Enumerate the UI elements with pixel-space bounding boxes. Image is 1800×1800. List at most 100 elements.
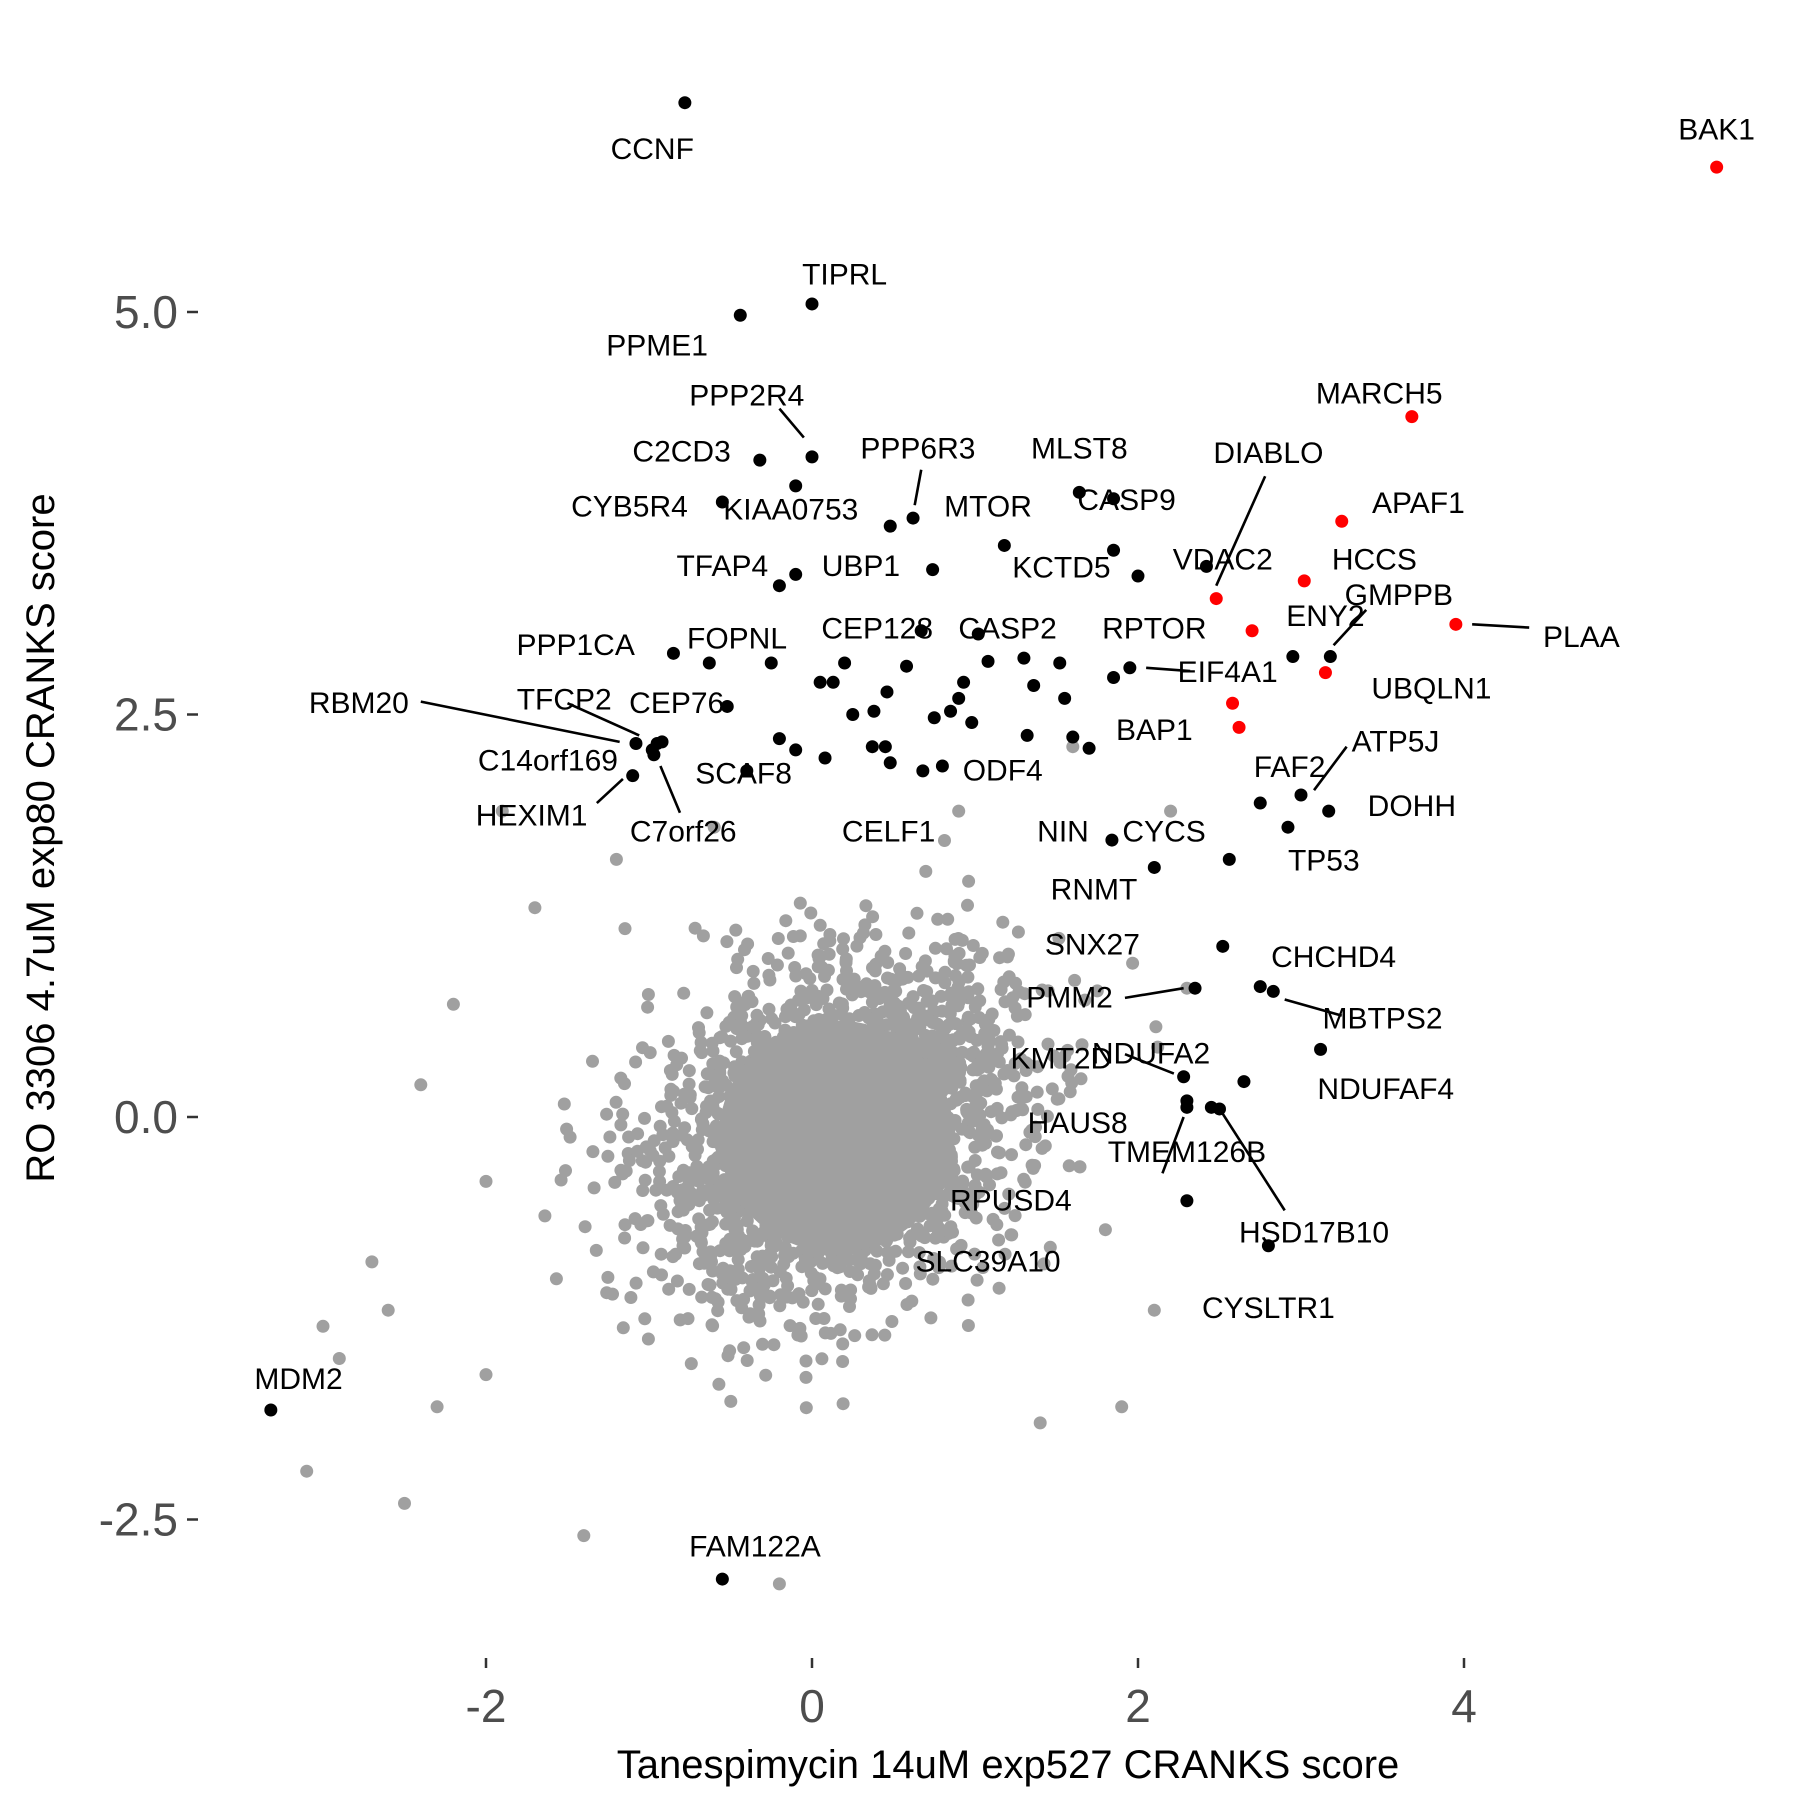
background-point bbox=[950, 1093, 964, 1107]
background-point bbox=[983, 1178, 996, 1192]
hit-point bbox=[813, 675, 827, 689]
hit-point bbox=[883, 756, 897, 770]
background-point bbox=[1043, 1240, 1057, 1254]
background-point bbox=[863, 1257, 877, 1271]
background-point bbox=[950, 1242, 964, 1256]
background-point bbox=[815, 1352, 829, 1366]
background-point bbox=[557, 1097, 571, 1111]
background-point bbox=[636, 1241, 650, 1255]
background-point bbox=[706, 1044, 720, 1058]
background-point bbox=[495, 804, 509, 818]
background-point bbox=[608, 1175, 622, 1189]
background-point bbox=[600, 1107, 614, 1121]
point-atp5j bbox=[1294, 788, 1308, 802]
background-point bbox=[848, 1329, 862, 1343]
hit-point bbox=[764, 656, 778, 670]
background-point bbox=[1011, 1090, 1025, 1104]
leader-atp5j bbox=[1313, 745, 1348, 791]
background-point bbox=[837, 932, 850, 946]
background-point bbox=[622, 1130, 636, 1144]
label-c2cd3: C2CD3 bbox=[632, 436, 730, 469]
background-point bbox=[850, 939, 864, 953]
background-point bbox=[919, 1033, 933, 1047]
point-tp53 bbox=[1281, 820, 1295, 834]
background-point bbox=[918, 1009, 932, 1023]
background-point bbox=[692, 1021, 705, 1035]
background-point bbox=[616, 1321, 630, 1335]
background-point bbox=[948, 969, 962, 983]
background-point bbox=[913, 1267, 927, 1281]
background-point bbox=[1029, 1120, 1042, 1134]
point-apaf1 bbox=[1335, 514, 1349, 528]
leader-rpusd4 bbox=[1161, 1116, 1185, 1174]
background-point bbox=[654, 1247, 668, 1261]
background-point bbox=[666, 1250, 680, 1264]
point-kmt2d bbox=[1177, 1070, 1191, 1084]
background-point bbox=[710, 1189, 724, 1203]
background-point bbox=[1030, 1085, 1044, 1099]
background-point bbox=[772, 1577, 786, 1591]
leader-ppp2r4 bbox=[778, 407, 805, 439]
background-point bbox=[878, 944, 892, 958]
background-point bbox=[1149, 1020, 1163, 1034]
background-point bbox=[706, 1135, 720, 1149]
background-point bbox=[984, 1072, 998, 1086]
point-casp2 bbox=[971, 627, 985, 641]
background-point bbox=[996, 915, 1010, 929]
label-pmm2: PMM2 bbox=[1026, 981, 1113, 1014]
background-point bbox=[629, 1055, 643, 1069]
background-point bbox=[961, 1319, 975, 1332]
background-point bbox=[961, 1293, 975, 1307]
background-point bbox=[744, 1260, 758, 1273]
background-point bbox=[430, 1400, 444, 1414]
point-c2cd3 bbox=[753, 453, 767, 467]
background-point bbox=[827, 1008, 841, 1022]
background-point bbox=[970, 1168, 984, 1182]
background-point bbox=[672, 1170, 686, 1183]
background-point bbox=[836, 1355, 850, 1368]
background-point bbox=[869, 928, 883, 941]
background-point bbox=[793, 896, 807, 910]
background-point bbox=[918, 954, 932, 968]
label-cycs: CYCS bbox=[1122, 816, 1205, 849]
point-fam122a bbox=[715, 1572, 729, 1586]
background-point bbox=[911, 1222, 924, 1236]
background-point bbox=[715, 1030, 729, 1044]
background-point bbox=[700, 1006, 714, 1020]
background-point bbox=[899, 1277, 913, 1290]
point-rpusd4 bbox=[1180, 1100, 1194, 1114]
background-point bbox=[953, 1032, 966, 1046]
background-point bbox=[1068, 973, 1082, 987]
background-point bbox=[785, 1291, 799, 1305]
hit-point bbox=[865, 740, 879, 754]
background-point bbox=[833, 1323, 847, 1337]
background-point bbox=[811, 948, 825, 962]
label-mbtps2: MBTPS2 bbox=[1322, 1002, 1442, 1035]
background-point bbox=[936, 1052, 950, 1066]
hit-point bbox=[981, 654, 995, 668]
background-point bbox=[836, 1337, 850, 1351]
point-hccs bbox=[1297, 574, 1311, 588]
background-point bbox=[839, 954, 853, 968]
background-point bbox=[706, 1264, 720, 1278]
point-eny2 bbox=[1245, 624, 1259, 638]
background-point bbox=[925, 1048, 939, 1062]
background-point bbox=[817, 937, 831, 951]
label-slc39a10: SLC39A10 bbox=[915, 1245, 1060, 1278]
leader-diablo bbox=[1215, 475, 1267, 587]
background-point bbox=[738, 998, 752, 1012]
label-mtor: MTOR bbox=[944, 490, 1032, 523]
background-point bbox=[840, 982, 853, 996]
background-point bbox=[1033, 1416, 1047, 1430]
background-point bbox=[586, 1054, 599, 1068]
point-kiaa0753 bbox=[789, 479, 803, 493]
background-point bbox=[747, 976, 761, 990]
label-ppp2r4: PPP2R4 bbox=[689, 379, 804, 412]
label-bak1: BAK1 bbox=[1678, 114, 1755, 147]
background-point bbox=[759, 1368, 773, 1382]
background-point bbox=[316, 1319, 330, 1333]
background-point bbox=[699, 1105, 713, 1119]
background-point bbox=[365, 1255, 379, 1269]
background-point bbox=[694, 1236, 708, 1250]
point-hsd17b10 bbox=[1213, 1102, 1226, 1116]
